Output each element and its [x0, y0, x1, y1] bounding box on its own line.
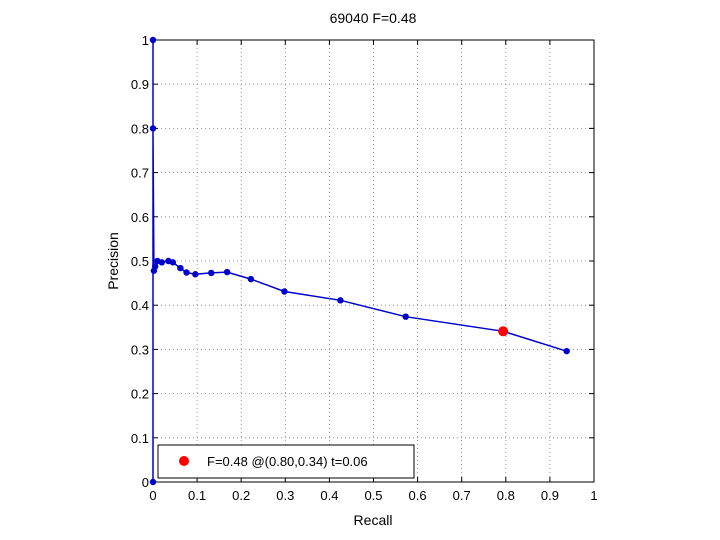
data-point	[149, 125, 157, 132]
data-point	[563, 347, 570, 355]
x-tick-labels: 0 0.1 0.2 0.3 0.4 0.5 0.6 0.7 0.8 0.9 1	[149, 488, 597, 503]
pr-curve	[149, 36, 570, 486]
y-tick-label: 0.4	[131, 298, 149, 313]
data-point	[183, 269, 190, 276]
y-tick-label: 0.8	[131, 121, 149, 136]
legend-marker	[179, 456, 189, 466]
x-tick-label: 0	[149, 488, 156, 503]
data-point	[149, 478, 157, 486]
y-tick-label: 0.5	[131, 254, 149, 269]
data-point	[281, 288, 288, 295]
y-axis-label: Precision	[105, 232, 121, 290]
best-f-marker	[498, 326, 509, 337]
x-tick-label: 0.1	[188, 488, 206, 503]
data-point	[402, 313, 409, 320]
data-point	[177, 264, 184, 272]
x-tick-label: 0.4	[320, 488, 338, 503]
y-tick-label: 0.2	[131, 387, 149, 402]
y-tick-label: 0.3	[131, 342, 149, 357]
legend-label: F=0.48 @(0.80,0.34) t=0.06	[207, 454, 368, 469]
x-tick-label: 0.2	[232, 488, 250, 503]
grid	[153, 40, 594, 482]
best-f-point	[498, 326, 509, 337]
x-tick-label: 1	[590, 488, 597, 503]
y-tick-labels: 0 0.1 0.2 0.3 0.4 0.5 0.6 0.7 0.8 0.9 1	[131, 33, 149, 490]
y-tick-label: 0	[142, 475, 149, 490]
y-tick-label: 0.6	[131, 210, 149, 225]
data-point	[223, 268, 231, 276]
x-tick-label: 0.6	[409, 488, 427, 503]
y-tick-label: 1	[142, 33, 149, 48]
data-point	[247, 275, 255, 283]
data-point	[337, 297, 344, 304]
data-point	[208, 269, 215, 277]
legend-box	[157, 444, 415, 479]
y-tick-label: 0.9	[131, 77, 149, 92]
data-point	[149, 36, 157, 44]
x-tick-label: 0.3	[276, 488, 294, 503]
data-point	[169, 259, 177, 266]
x-tick-label: 0.9	[541, 488, 559, 503]
legend: F=0.48 @(0.80,0.34) t=0.06	[157, 444, 415, 479]
data-point	[158, 259, 166, 266]
data-point	[152, 263, 159, 270]
data-point	[192, 271, 199, 278]
x-tick-label: 0.7	[453, 488, 471, 503]
y-tick-label: 0.1	[131, 431, 149, 446]
x-axis-label: Recall	[354, 512, 393, 528]
chart-title: 69040 F=0.48	[330, 10, 417, 26]
y-tick-label: 0.7	[131, 166, 149, 181]
x-tick-label: 0.8	[497, 488, 515, 503]
x-tick-label: 0.5	[364, 488, 382, 503]
